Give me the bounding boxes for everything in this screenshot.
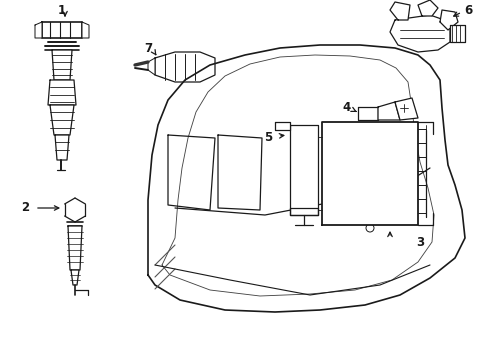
Polygon shape bbox=[389, 2, 409, 20]
Polygon shape bbox=[48, 80, 76, 105]
Polygon shape bbox=[394, 98, 417, 120]
Polygon shape bbox=[274, 122, 289, 130]
Polygon shape bbox=[357, 107, 377, 120]
Text: 3: 3 bbox=[415, 235, 423, 248]
Polygon shape bbox=[71, 270, 79, 285]
Polygon shape bbox=[52, 50, 72, 80]
Polygon shape bbox=[35, 22, 42, 38]
Text: 6: 6 bbox=[463, 4, 471, 17]
Polygon shape bbox=[68, 226, 82, 270]
Polygon shape bbox=[449, 25, 464, 42]
Polygon shape bbox=[389, 15, 449, 52]
Text: 7: 7 bbox=[143, 41, 152, 54]
Text: 1: 1 bbox=[58, 4, 66, 17]
Polygon shape bbox=[289, 125, 317, 215]
Polygon shape bbox=[50, 105, 74, 135]
Text: 4: 4 bbox=[342, 102, 350, 114]
Polygon shape bbox=[377, 102, 399, 120]
Polygon shape bbox=[55, 135, 69, 160]
Polygon shape bbox=[82, 22, 89, 38]
Text: 5: 5 bbox=[264, 131, 271, 144]
Polygon shape bbox=[148, 58, 155, 75]
Polygon shape bbox=[321, 122, 417, 225]
Polygon shape bbox=[42, 22, 82, 38]
Text: 2: 2 bbox=[21, 202, 29, 215]
Polygon shape bbox=[155, 52, 215, 82]
Polygon shape bbox=[439, 10, 457, 30]
Polygon shape bbox=[417, 0, 437, 16]
